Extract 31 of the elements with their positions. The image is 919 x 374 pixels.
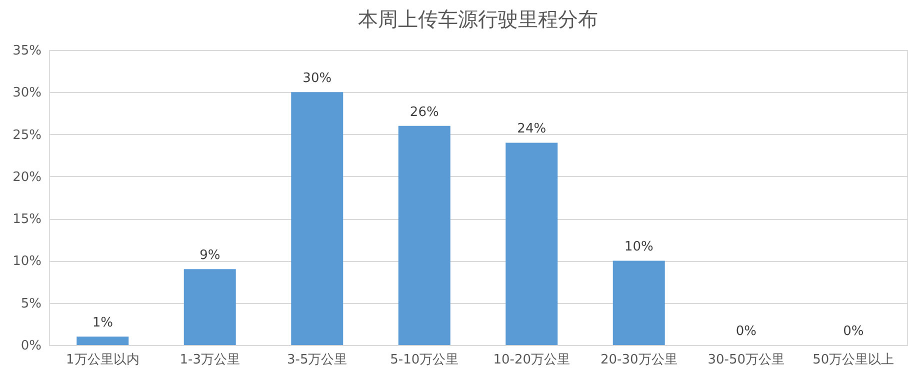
- x-tick-label: 20-30万公里: [600, 352, 678, 368]
- y-tick-label: 25%: [12, 128, 42, 143]
- bar: [506, 142, 558, 345]
- y-tick-label: 20%: [12, 170, 42, 185]
- x-tick-label: 30-50万公里: [708, 352, 785, 368]
- data-label: 9%: [200, 248, 220, 264]
- y-tick-label: 5%: [20, 296, 42, 312]
- y-tick-label: 0%: [20, 338, 42, 354]
- data-label: 26%: [410, 104, 439, 120]
- bar: [184, 269, 236, 345]
- y-tick-label: 35%: [12, 44, 42, 58]
- data-label: 30%: [302, 71, 332, 86]
- x-tick-label: 10-20万公里: [493, 352, 570, 368]
- data-label: 1%: [92, 316, 113, 331]
- data-label: 24%: [517, 122, 546, 137]
- data-label: 0%: [736, 324, 756, 339]
- data-label: 10%: [624, 240, 654, 255]
- bar: [76, 336, 129, 345]
- y-tick-label: 15%: [12, 212, 42, 228]
- bar: [398, 126, 450, 345]
- x-tick-label: 5-10万公里: [390, 352, 459, 368]
- data-label: 0%: [843, 324, 864, 339]
- y-tick-label: 30%: [12, 86, 42, 101]
- x-tick-label: 3-5万公里: [287, 352, 348, 368]
- x-tick-label: 1万公里以内: [66, 352, 140, 368]
- y-tick-label: 10%: [12, 254, 42, 270]
- bar: [612, 260, 665, 345]
- x-tick-label: 50万公里以上: [812, 352, 894, 368]
- chart-title: 本周上传车源行驶里程分布: [358, 7, 598, 31]
- x-tick-label: 1-3万公里: [180, 352, 240, 368]
- bar: [291, 92, 344, 345]
